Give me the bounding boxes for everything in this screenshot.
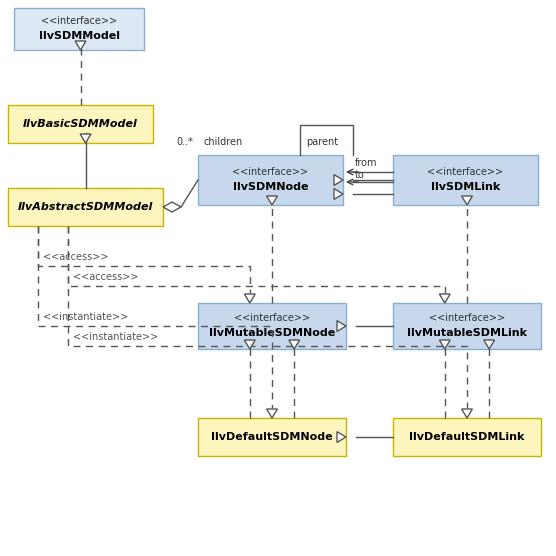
- Text: IlvMutableSDMLink: IlvMutableSDMLink: [407, 328, 527, 338]
- Polygon shape: [461, 409, 473, 418]
- Text: IlvDefaultSDMNode: IlvDefaultSDMNode: [211, 432, 333, 442]
- Text: <<interface>>: <<interface>>: [41, 16, 117, 26]
- FancyBboxPatch shape: [393, 418, 541, 456]
- Polygon shape: [461, 196, 473, 205]
- Text: <<instantiate>>: <<instantiate>>: [73, 332, 158, 342]
- Polygon shape: [334, 175, 343, 185]
- Polygon shape: [439, 340, 450, 349]
- Text: from: from: [355, 158, 378, 168]
- Text: parent: parent: [306, 137, 338, 147]
- FancyBboxPatch shape: [8, 188, 163, 226]
- Text: <<access>>: <<access>>: [43, 252, 108, 262]
- Polygon shape: [75, 41, 86, 50]
- FancyBboxPatch shape: [393, 303, 541, 349]
- Polygon shape: [337, 321, 346, 331]
- Polygon shape: [245, 294, 255, 303]
- Text: 0..*: 0..*: [176, 137, 193, 147]
- FancyBboxPatch shape: [14, 8, 144, 50]
- Text: <<instantiate>>: <<instantiate>>: [43, 312, 128, 322]
- Polygon shape: [163, 202, 181, 212]
- Polygon shape: [484, 340, 495, 349]
- Text: <<interface>>: <<interface>>: [429, 313, 505, 323]
- Polygon shape: [334, 188, 343, 200]
- FancyBboxPatch shape: [8, 105, 153, 143]
- Text: <<interface>>: <<interface>>: [428, 167, 504, 177]
- Text: to: to: [355, 170, 365, 180]
- Polygon shape: [266, 409, 277, 418]
- Polygon shape: [439, 294, 450, 303]
- Text: <<access>>: <<access>>: [73, 272, 138, 282]
- Polygon shape: [245, 340, 255, 349]
- Text: children: children: [203, 137, 242, 147]
- Text: <<interface>>: <<interface>>: [232, 167, 309, 177]
- Text: IlvDefaultSDMLink: IlvDefaultSDMLink: [409, 432, 525, 442]
- FancyBboxPatch shape: [198, 418, 346, 456]
- Text: IlvSDMModel: IlvSDMModel: [38, 31, 120, 41]
- Polygon shape: [266, 196, 277, 205]
- FancyBboxPatch shape: [198, 303, 346, 349]
- FancyBboxPatch shape: [393, 155, 538, 205]
- Text: IlvSDMLink: IlvSDMLink: [431, 182, 500, 192]
- Text: IlvAbstractSDMModel: IlvAbstractSDMModel: [18, 202, 153, 212]
- Text: IlvSDMNode: IlvSDMNode: [233, 182, 308, 192]
- Polygon shape: [289, 340, 300, 349]
- Text: IlvBasicSDMModel: IlvBasicSDMModel: [23, 119, 138, 129]
- Text: IlvMutableSDMNode: IlvMutableSDMNode: [209, 328, 335, 338]
- Text: <<interface>>: <<interface>>: [234, 313, 310, 323]
- Polygon shape: [80, 134, 91, 143]
- Polygon shape: [337, 431, 346, 443]
- FancyBboxPatch shape: [198, 155, 343, 205]
